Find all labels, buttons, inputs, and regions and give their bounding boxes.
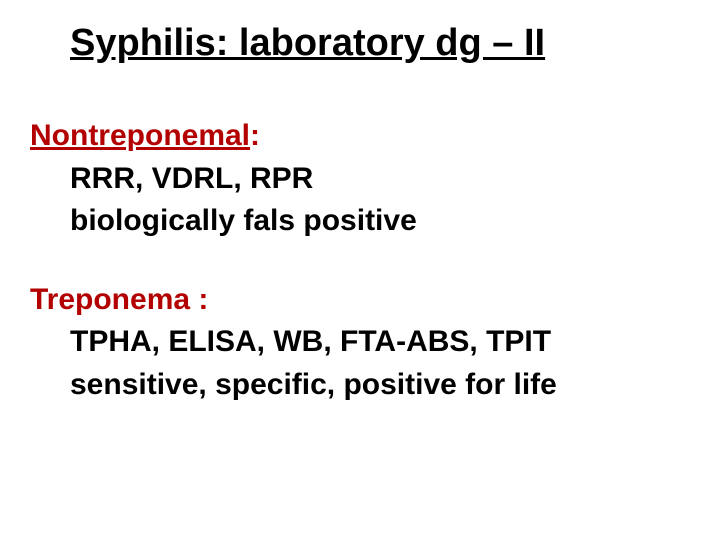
heading-term: Nontreponemal [30,119,250,152]
list-item: RRR, VDRL, RPR [30,159,690,200]
section-heading-treponema: Treponema : [30,280,690,321]
list-item: biologically fals positive [30,201,690,242]
slide-body: Nontreponemal: RRR, VDRL, RPR biological… [30,116,690,407]
slide-title: Syphilis: laboratory dg – II [70,22,680,65]
list-item: sensitive, specific, positive for life [30,365,690,406]
section-heading-nontreponemal: Nontreponemal: [30,116,690,157]
heading-suffix: : [250,119,260,152]
slide: Syphilis: laboratory dg – II Nontreponem… [0,0,720,540]
list-item: TPHA, ELISA, WB, FTA-ABS, TPIT [30,322,690,363]
spacer [30,244,690,280]
